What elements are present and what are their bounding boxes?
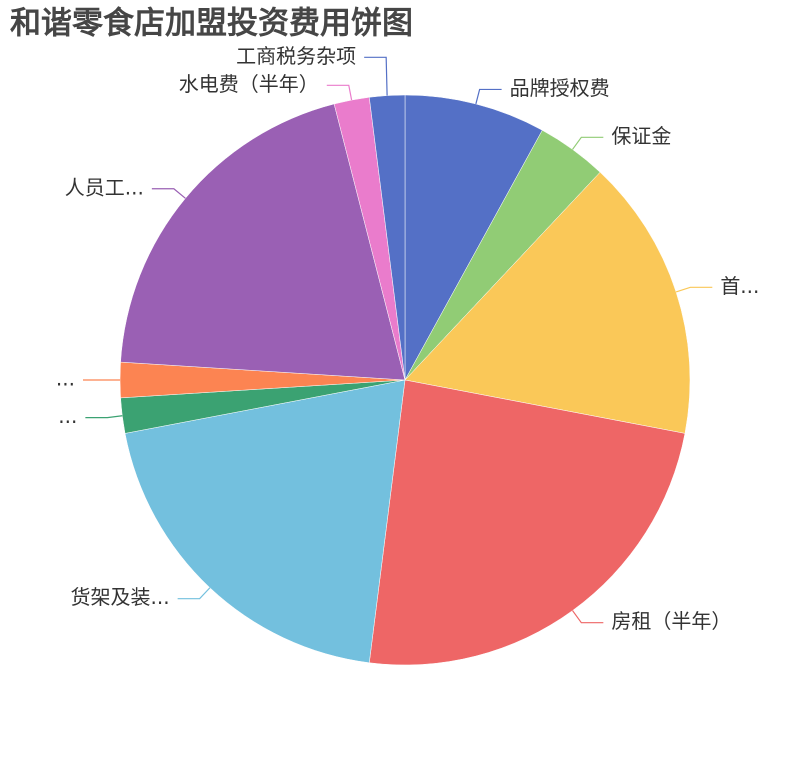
label-line — [675, 286, 713, 293]
slice-label: 品牌授权费 — [510, 76, 610, 100]
label-line — [151, 188, 186, 199]
slice-label: 首... — [720, 274, 759, 298]
pie-slice — [404, 94, 543, 381]
label-line — [326, 84, 353, 101]
label-line — [177, 587, 211, 600]
slice-label: 水电费（半年） — [179, 72, 319, 96]
slice-label: ... — [58, 404, 77, 428]
slice-label: 房租（半年） — [611, 609, 731, 633]
slice-label: 工商税务杂项 — [236, 44, 356, 68]
slice-label: 货架及装... — [71, 585, 170, 609]
pie-slice — [404, 171, 691, 434]
pie-slice — [369, 379, 686, 666]
slice-label: ... — [56, 367, 75, 391]
label-line — [572, 610, 604, 624]
label-line — [364, 56, 388, 96]
label-line — [85, 415, 123, 419]
label-line — [475, 88, 502, 105]
slice-label: 人员工... — [65, 175, 144, 199]
chart-title: 和谐零食店加盟投资费用饼图 — [10, 6, 413, 42]
label-line — [572, 136, 604, 150]
slice-label: 保证金 — [611, 124, 671, 148]
